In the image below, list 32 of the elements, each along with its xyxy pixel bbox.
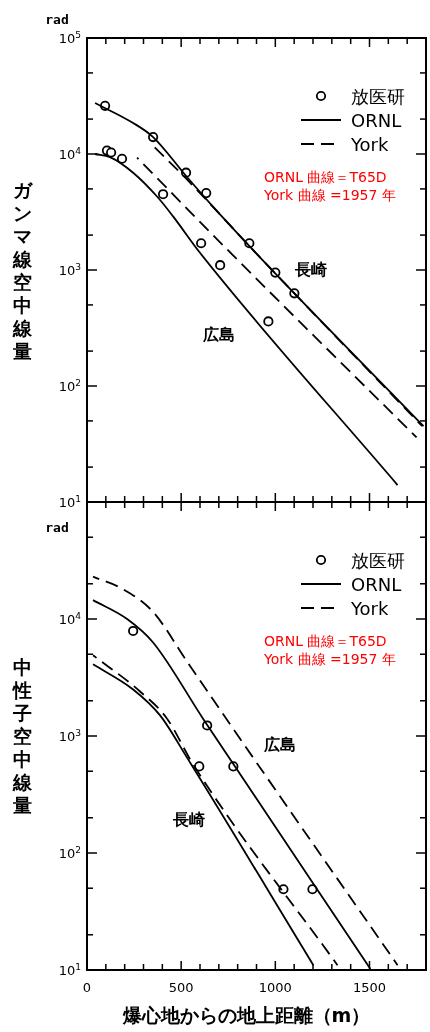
- annotation: ORNL 曲線＝T65D: [264, 633, 387, 649]
- x-tick-label: 500: [168, 980, 194, 995]
- y-tick-label: 10$^{4}$: [58, 146, 82, 162]
- x-tick-label: 0: [82, 980, 92, 995]
- y-axis-title: 中性子空中線量: [11, 656, 33, 816]
- y-axis-title: ガンマ線空中線量: [11, 178, 34, 362]
- annotation: 広島: [263, 735, 297, 755]
- y-tick-label: 10$^{1}$: [58, 962, 81, 978]
- y-tick-label: 10$^{3}$: [58, 262, 82, 278]
- text: rad: [45, 520, 69, 535]
- y-tick-label: 10$^{4}$: [58, 611, 82, 627]
- y-tick-label: 10$^{1}$: [58, 494, 81, 510]
- legend-label: York: [350, 598, 390, 619]
- annotation: 広島: [202, 324, 236, 344]
- y-tick-label: 10$^{3}$: [58, 728, 82, 744]
- x-axis-title: 爆心地からの地上距離（m）: [121, 1004, 371, 1026]
- annotation: York 曲線 =1957 年: [263, 187, 396, 203]
- y-tick-label: 10$^{2}$: [58, 378, 81, 394]
- annotation: 長崎: [293, 259, 327, 279]
- legend-label: 放医研: [351, 86, 405, 107]
- annotation: 長崎: [171, 809, 205, 829]
- annotation: ORNL 曲線＝T65D: [264, 169, 387, 185]
- x-tick-label: 1000: [258, 980, 292, 995]
- text: rad: [45, 12, 69, 27]
- annotation: York 曲線 =1957 年: [263, 651, 396, 667]
- legend-label: 放医研: [351, 550, 405, 571]
- y-tick-label: 10$^{5}$: [58, 30, 81, 46]
- x-tick-label: 1500: [352, 980, 387, 995]
- y-tick-label: 10$^{2}$: [58, 845, 81, 861]
- legend-label: York: [350, 134, 390, 155]
- legend-label: ORNL: [351, 110, 402, 131]
- legend-label: ORNL: [351, 574, 402, 595]
